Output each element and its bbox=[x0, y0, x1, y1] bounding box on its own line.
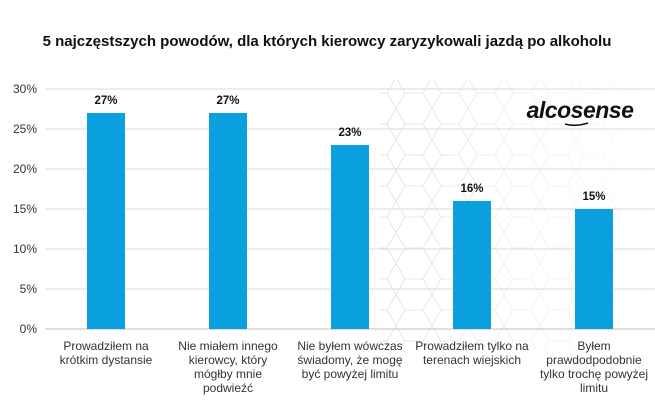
alcosense-logo: alcosense bbox=[527, 97, 635, 127]
bar bbox=[453, 201, 491, 329]
y-tick-label: 5% bbox=[20, 282, 38, 296]
y-tick-label: 10% bbox=[13, 242, 37, 256]
bars bbox=[87, 113, 613, 329]
category-label: Nie byłem wówczas bbox=[297, 339, 402, 353]
data-labels: 27% 27% 23% 16% 15% bbox=[94, 95, 605, 203]
category-label: Byłem bbox=[577, 339, 610, 353]
data-label: 15% bbox=[582, 191, 605, 203]
category-label: tylko trochę powyżej bbox=[540, 367, 648, 381]
category-label: limitu bbox=[580, 381, 608, 395]
category-label: być powyżej limitu bbox=[302, 367, 399, 381]
logo-swoosh bbox=[564, 122, 589, 127]
y-tick-label: 30% bbox=[13, 82, 37, 96]
data-label: 23% bbox=[338, 127, 361, 139]
category-label: Nie miałem innego bbox=[178, 339, 278, 353]
y-tick-label: 15% bbox=[13, 202, 37, 216]
category-label: mógłby mnie bbox=[194, 367, 262, 381]
category-label: krótkim dystansie bbox=[60, 353, 153, 367]
data-label: 16% bbox=[460, 183, 483, 195]
bar bbox=[87, 113, 125, 329]
bar bbox=[331, 145, 369, 329]
logo-text: alcosense bbox=[527, 97, 634, 123]
bar bbox=[575, 209, 613, 329]
data-label: 27% bbox=[216, 95, 239, 107]
category-label: Prowadziłem na bbox=[63, 339, 149, 353]
category-label: prawdodpodobnie bbox=[546, 353, 642, 367]
data-label: 27% bbox=[94, 95, 117, 107]
y-tick-label: 20% bbox=[13, 162, 37, 176]
y-axis-ticks: 0% 5% 10% 15% 20% 25% 30% bbox=[13, 82, 37, 336]
category-label: terenach wiejskich bbox=[423, 353, 521, 367]
category-label: podwieźć bbox=[203, 381, 253, 395]
y-tick-label: 25% bbox=[13, 122, 37, 136]
category-label: świadomy, że mogę bbox=[297, 353, 402, 367]
y-tick-label: 0% bbox=[20, 322, 38, 336]
category-label: kierowcy, który bbox=[189, 353, 267, 367]
chart-title: 5 najczęstszych powodów, dla których kie… bbox=[43, 33, 612, 50]
bar bbox=[209, 113, 247, 329]
category-label: Prowadziłem tylko na bbox=[415, 339, 529, 353]
